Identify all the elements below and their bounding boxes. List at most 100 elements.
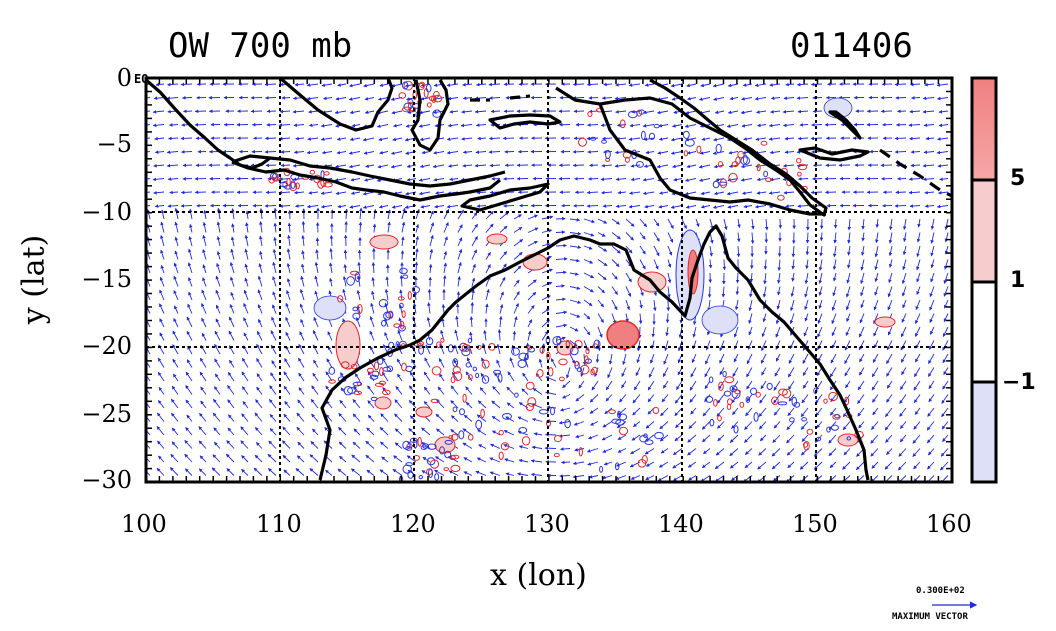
wind-arrow <box>489 96 501 100</box>
wind-arrow <box>611 259 620 268</box>
wind-arrow <box>797 109 809 114</box>
wind-arrow <box>265 190 277 195</box>
wind-arrow <box>283 371 291 382</box>
wind-arrow <box>167 177 179 181</box>
wind-arrow <box>607 367 613 379</box>
wind-arrow <box>908 123 921 127</box>
wind-arrow <box>783 96 795 100</box>
wind-arrow <box>712 205 725 209</box>
wind-arrow <box>703 448 711 455</box>
wind-arrow <box>172 344 179 355</box>
wind-arrow <box>349 205 361 209</box>
neg-contour <box>511 347 520 356</box>
wind-arrow <box>913 394 921 404</box>
wind-arrow <box>476 457 487 463</box>
wind-arrow <box>185 427 193 436</box>
wind-arrow <box>422 456 431 463</box>
wind-arrow <box>443 221 449 233</box>
wind-arrow <box>832 286 837 297</box>
neg-contour <box>399 302 404 309</box>
wind-arrow <box>583 299 593 307</box>
pos-contour <box>433 90 440 98</box>
pos-contour <box>419 81 425 88</box>
wind-arrow <box>944 218 949 231</box>
wind-arrow <box>269 399 277 409</box>
wind-arrow <box>397 373 403 382</box>
neg-contour <box>846 436 852 441</box>
wind-arrow <box>393 123 403 128</box>
wind-arrow <box>803 326 809 337</box>
wind-arrow <box>791 245 796 258</box>
wind-arrow <box>684 191 697 196</box>
wind-arrow <box>597 259 608 267</box>
wind-arrow <box>371 277 375 287</box>
wind-arrow <box>188 236 193 247</box>
pos-contour <box>782 388 792 399</box>
wind-arrow <box>572 150 585 154</box>
wind-arrow <box>533 432 543 436</box>
wind-arrow <box>391 110 403 115</box>
wind-arrow <box>372 223 377 233</box>
pos-contour <box>559 376 565 382</box>
wind-arrow <box>212 454 221 463</box>
wind-arrow <box>215 275 221 287</box>
wind-arrow <box>642 178 655 182</box>
pos-contour <box>335 320 361 370</box>
wind-arrow <box>541 319 550 328</box>
wind-arrow <box>687 461 697 468</box>
pos-contour <box>462 393 467 403</box>
wind-arrow <box>583 286 594 293</box>
wind-arrow <box>474 163 487 168</box>
pos-contour <box>480 408 485 418</box>
wind-arrow <box>323 96 333 101</box>
wind-arrow <box>583 259 594 264</box>
wind-arrow <box>399 304 403 314</box>
wind-arrow <box>159 276 165 287</box>
wind-arrow <box>657 151 669 155</box>
wind-arrow <box>441 317 445 328</box>
wind-arrow <box>377 164 389 169</box>
wind-arrow <box>315 222 320 233</box>
wind-arrow <box>258 263 263 274</box>
wind-arrow <box>362 137 375 142</box>
wind-arrow <box>242 401 249 409</box>
wind-arrow <box>427 302 431 314</box>
pos-contour <box>498 451 504 461</box>
pos-contour <box>719 178 728 189</box>
wind-arrow <box>928 448 935 456</box>
wind-arrow <box>590 421 599 426</box>
wind-arrow <box>804 286 809 298</box>
wind-arrow <box>722 259 727 271</box>
wind-arrow <box>639 259 646 270</box>
wind-arrow <box>527 214 538 220</box>
wind-arrow <box>367 414 375 422</box>
wind-arrow <box>352 413 361 422</box>
pos-contour <box>591 366 598 375</box>
wind-arrow <box>214 386 221 395</box>
wind-arrow <box>185 371 193 382</box>
wind-arrow <box>743 137 753 141</box>
wind-arrow <box>421 150 431 155</box>
wind-arrow <box>433 177 445 182</box>
wind-arrow <box>761 340 767 352</box>
wind-arrow <box>338 426 347 436</box>
wind-arrow <box>273 222 278 233</box>
wind-arrow <box>784 136 795 141</box>
wind-arrow <box>225 453 235 463</box>
wind-arrow <box>443 250 448 260</box>
wind-arrow <box>450 385 459 395</box>
wind-arrow <box>831 299 837 311</box>
wind-arrow <box>672 124 683 128</box>
wind-arrow <box>272 248 277 260</box>
wind-arrow <box>928 394 935 403</box>
neg-contour <box>465 362 471 368</box>
vector-key-value: 0.300E+02 <box>916 586 965 596</box>
wind-arrow <box>653 259 659 270</box>
wind-arrow <box>699 151 711 155</box>
ow-contours <box>313 97 896 454</box>
wind-arrow <box>629 123 641 128</box>
wind-arrow <box>228 330 235 341</box>
wind-arrow <box>146 205 151 207</box>
wind-arrow <box>615 83 627 87</box>
colorbar-neg <box>972 382 996 482</box>
